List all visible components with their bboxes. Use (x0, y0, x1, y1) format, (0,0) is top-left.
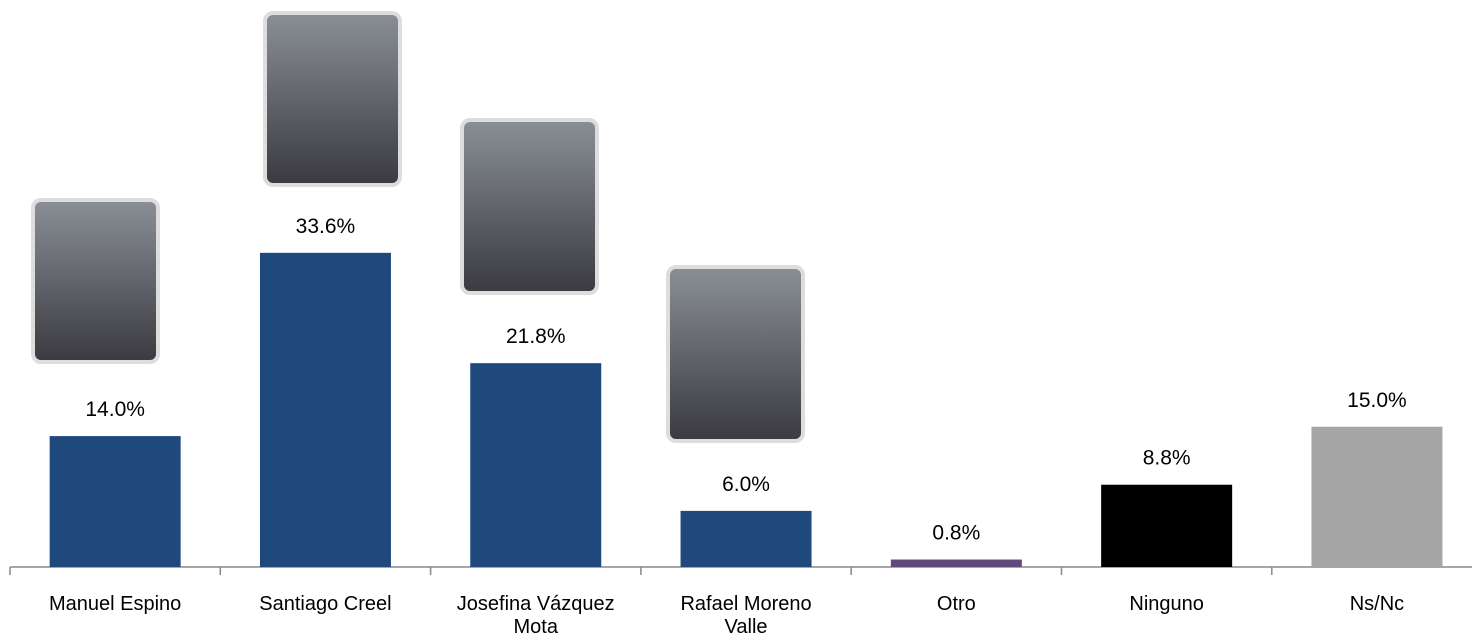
x-tick-label: Rafael Moreno Valle (680, 593, 812, 638)
bar (49, 436, 181, 567)
x-tick-label: Josefina Vázquez Mota (456, 593, 615, 638)
x-tick-label: Ninguno (1129, 593, 1204, 615)
data-label: 6.0% (722, 473, 770, 496)
data-label: 8.8% (1143, 447, 1191, 470)
photo (31, 198, 160, 364)
data-label: 14.0% (85, 398, 145, 421)
bar (259, 252, 391, 567)
photo (460, 118, 599, 295)
bar (1311, 426, 1443, 567)
x-tick-label: Santiago Creel (259, 593, 392, 615)
bar (470, 363, 602, 567)
bar (1101, 484, 1233, 567)
x-tick-label: Ns/Nc (1349, 593, 1405, 615)
bar (890, 559, 1022, 567)
photo (263, 11, 402, 187)
x-tick-label: Manuel Espino (48, 593, 182, 615)
photo (666, 265, 805, 443)
bar (680, 510, 812, 567)
data-label: 0.8% (932, 522, 980, 545)
photos (31, 11, 805, 443)
data-label: 33.6% (296, 215, 356, 238)
data-label: 21.8% (506, 325, 566, 348)
data-label: 15.0% (1347, 389, 1407, 412)
x-tick-label: Otro (936, 593, 976, 615)
